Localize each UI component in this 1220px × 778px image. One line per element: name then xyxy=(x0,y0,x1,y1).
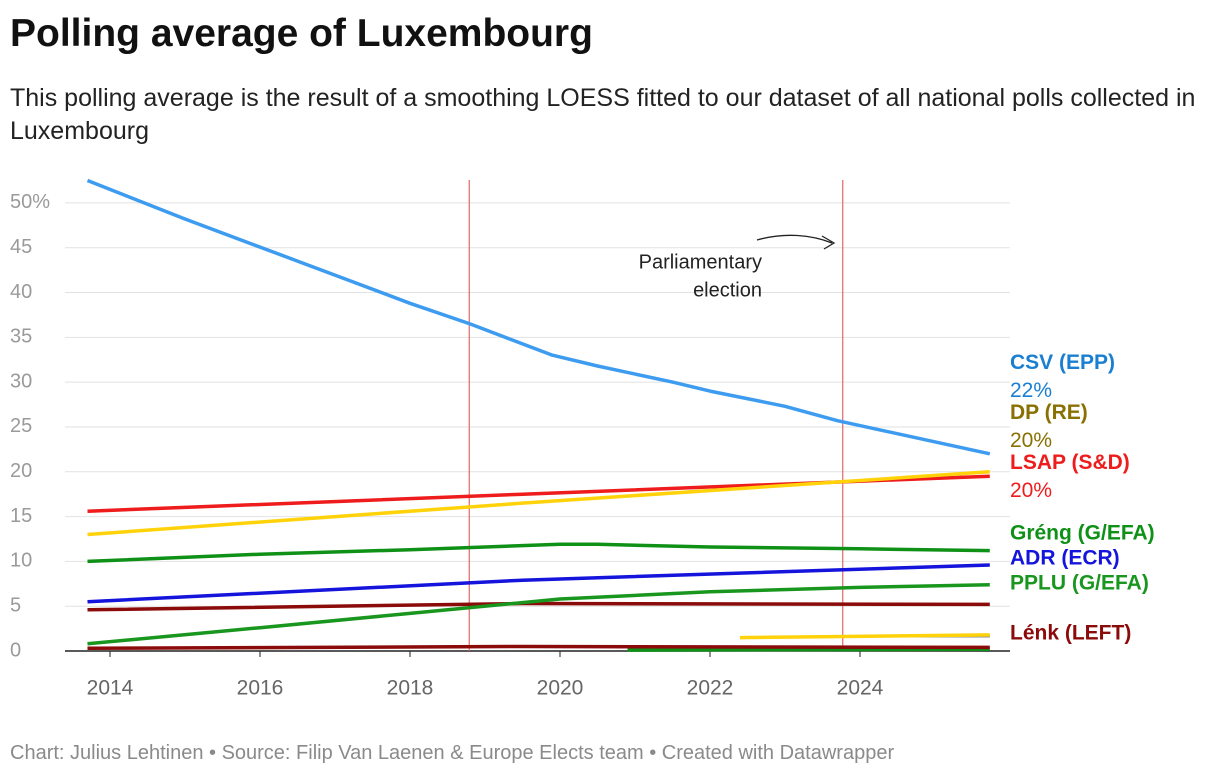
x-tick-label: 2020 xyxy=(537,677,584,700)
x-tick-label: 2022 xyxy=(687,677,734,700)
annotation-arrow xyxy=(756,234,836,250)
series-line xyxy=(87,582,990,646)
series-line xyxy=(87,542,990,564)
legend-label: ADR (ECR) xyxy=(1010,547,1120,570)
series-line xyxy=(87,644,990,651)
y-tick-label: 20 xyxy=(10,460,32,482)
y-tick-label: 35 xyxy=(10,326,32,348)
series-line xyxy=(87,563,990,604)
y-tick-label: 10 xyxy=(10,550,32,572)
x-tick-label: 2016 xyxy=(237,677,284,700)
value-label: 20% xyxy=(1010,429,1052,452)
x-tick-label: 2014 xyxy=(87,677,134,700)
y-tick-label: 25 xyxy=(10,415,32,437)
y-tick-label: 5 xyxy=(10,594,21,616)
y-tick-label: 40 xyxy=(10,281,32,303)
series-line xyxy=(739,633,990,640)
series-line xyxy=(86,178,991,456)
series-line xyxy=(627,647,990,652)
x-tick-label: 2018 xyxy=(387,677,434,700)
legend-label: Lénk (LEFT) xyxy=(1010,621,1131,644)
legend-label: PPLU (G/EFA) xyxy=(1010,572,1149,595)
y-tick-label: 50% xyxy=(10,191,50,213)
value-label: 20% xyxy=(1010,479,1052,502)
series-line xyxy=(87,470,990,537)
y-tick-label: 15 xyxy=(10,505,32,527)
y-tick-label: 30 xyxy=(10,370,32,392)
y-tick-label: 45 xyxy=(10,236,32,258)
chart-title: Polling average of Luxembourg xyxy=(10,12,593,55)
x-tick-label: 2024 xyxy=(837,677,884,700)
legend-label: CSV (EPP) xyxy=(1010,351,1115,374)
annotation: election xyxy=(693,279,762,301)
y-tick-label: 0 xyxy=(10,639,21,661)
legend-label: Gréng (G/EFA) xyxy=(1010,522,1155,545)
chart-subtitle: This polling average is the result of a … xyxy=(10,84,1196,145)
value-label: 22% xyxy=(1010,379,1052,402)
annotation: Parliamentary xyxy=(639,251,762,273)
chart: 0 5 10 15 20 25 30 35 40 45 50% 2014 2016 2018 2020 202… xyxy=(10,178,1155,700)
legend-label: DP (RE) xyxy=(1010,401,1088,424)
legend-label: LSAP (S&D) xyxy=(1010,451,1130,474)
chart-footer: Chart: Julius Lehtinen • Source: Filip V… xyxy=(10,742,895,764)
